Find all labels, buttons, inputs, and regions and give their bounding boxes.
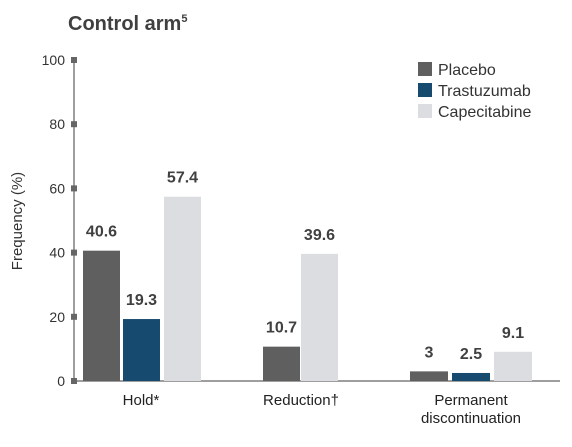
legend-swatch (418, 62, 432, 76)
legend-swatch (418, 83, 432, 97)
data-label: 19.3 (126, 292, 157, 309)
y-tick-label: 80 (49, 116, 65, 132)
legend-label: Trastuzumab (438, 83, 531, 100)
bar (123, 319, 160, 381)
bar (301, 253, 338, 381)
legend: Placebo Trastuzumab Capecitabine (418, 62, 532, 121)
data-label: 57.4 (167, 170, 198, 187)
data-label: 40.6 (86, 224, 117, 241)
bar (263, 346, 300, 381)
y-tick-label: 20 (49, 309, 65, 325)
bar (83, 250, 120, 381)
bar (494, 351, 532, 381)
y-tick-mark (71, 378, 77, 384)
y-tick-label: 60 (49, 180, 65, 196)
chart-title: Control arm5 (68, 13, 187, 35)
x-tick-label: Reduction† (263, 392, 339, 409)
y-tick-mark (71, 121, 77, 128)
bar (452, 372, 490, 381)
legend-label: Capecitabine (438, 104, 532, 121)
x-tick-label: discontinuation (421, 410, 521, 427)
bar (164, 196, 201, 381)
legend-label: Placebo (438, 62, 496, 79)
y-axis-label: Frequency (%) (9, 172, 26, 270)
y-tick-mark (71, 313, 77, 320)
legend-swatch (418, 104, 432, 118)
bar (410, 371, 448, 381)
y-tick-mark (71, 57, 77, 63)
bars: 40.6 19.3 57.4 10.7 39.6 3 2.5 9.1 (83, 170, 532, 381)
y-tick-mark (71, 249, 77, 256)
data-label: 3 (425, 344, 434, 361)
y-tick-label: 100 (42, 52, 66, 68)
y-tick-label: 40 (49, 245, 65, 261)
data-label: 2.5 (460, 346, 482, 363)
title-superscript: 5 (181, 13, 187, 25)
y-tick-label: 0 (57, 373, 65, 389)
data-label: 39.6 (304, 227, 335, 244)
data-label: 10.7 (266, 320, 297, 337)
x-tick-label: Permanent (434, 392, 508, 409)
y-tick-mark (71, 185, 77, 192)
x-tick-label: Hold* (123, 392, 160, 409)
data-label: 9.1 (502, 325, 524, 342)
